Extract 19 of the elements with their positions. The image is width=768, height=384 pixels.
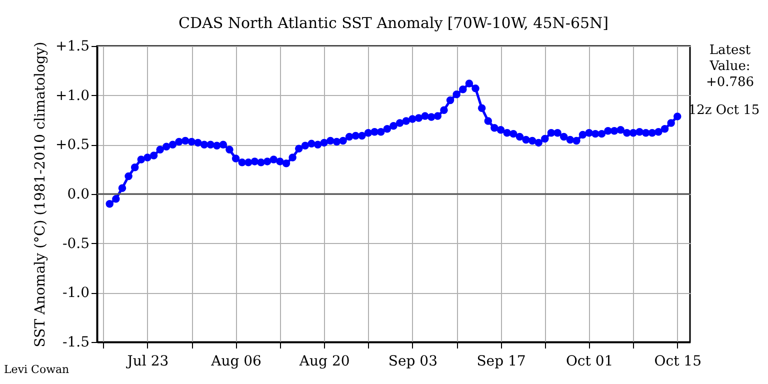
x-tick-label: Oct 15 xyxy=(654,354,702,370)
annotation: 12z Oct 15 xyxy=(688,103,760,118)
x-tick-label: Aug 06 xyxy=(210,354,262,370)
y-tick-label: -1.0 xyxy=(62,285,90,302)
x-tick-label: Jul 23 xyxy=(125,354,169,370)
y-tick-label: -1.5 xyxy=(62,334,90,350)
x-tick-label: Oct 01 xyxy=(566,354,614,370)
y-axis-title: SST Anomaly (°C) (1981-2010 climatology) xyxy=(32,42,49,348)
x-tick-label: Aug 20 xyxy=(298,354,350,370)
text: Levi Cowan xyxy=(4,363,70,376)
y-tick-label: -0.5 xyxy=(62,236,90,252)
y-tick-label: +1.0 xyxy=(56,88,90,104)
y-tick-label: 0.0 xyxy=(67,186,90,202)
y-tick-label: +0.5 xyxy=(56,137,90,154)
x-tick-label: Sep 17 xyxy=(476,354,526,370)
chart-title: CDAS North Atlantic SST Anomaly [70W-10W, 45N-65N] xyxy=(178,14,609,32)
y-tick-label: +1.5 xyxy=(56,38,90,54)
x-tick-label: Sep 03 xyxy=(388,354,438,370)
text: Latest Value: +0.786 xyxy=(706,43,754,90)
